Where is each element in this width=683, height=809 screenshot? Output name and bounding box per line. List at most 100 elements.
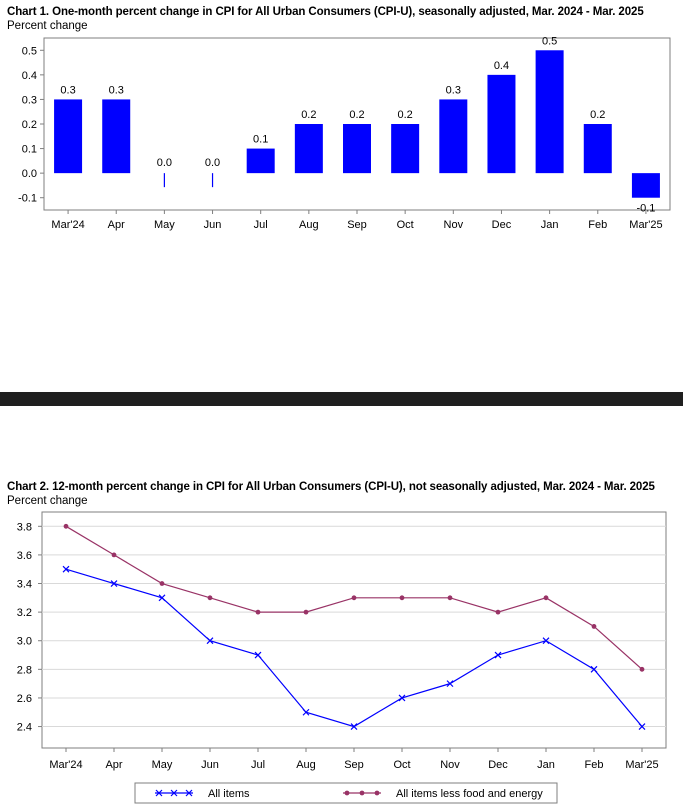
- chart1-bar: [535, 50, 564, 174]
- chart2-data-point: [158, 594, 166, 602]
- chart1-y-tick-label: 0.3: [22, 94, 37, 106]
- chart1-y-axis-label: Percent change: [7, 20, 88, 32]
- chart1-x-tick-label: Mar'24: [51, 219, 84, 231]
- chart2-y-tick-label: 2.6: [17, 693, 32, 705]
- chart2-data-point: [542, 637, 550, 645]
- chart2-data-point: [494, 651, 502, 659]
- chart1-data-label: 0.5: [542, 35, 557, 47]
- chart2-data-point: [447, 595, 453, 601]
- chart2-data-point: [111, 552, 117, 558]
- chart2-data-point: [62, 565, 70, 573]
- chart1-x-tick-label: Feb: [588, 219, 607, 231]
- chart2-data-point: [63, 523, 69, 529]
- chart1-data-label: 0.2: [301, 109, 316, 121]
- chart1-data-label: 0.0: [205, 157, 220, 169]
- chart2-x-tick-label: Aug: [296, 759, 316, 771]
- chart2-data-point: [351, 595, 357, 601]
- chart1-x-tick-label: Mar'25: [629, 219, 662, 231]
- chart1-data-label: 0.1: [253, 134, 268, 146]
- chart2-y-axis-label: Percent change: [7, 495, 88, 507]
- chart1-x-tick-label: Nov: [444, 219, 464, 231]
- legend-swatch-marker: [374, 790, 380, 796]
- chart2-data-point: [495, 609, 501, 615]
- chart2-x-tick-label: Dec: [488, 759, 508, 771]
- chart2-data-point: [254, 651, 262, 659]
- chart2-data-point: [110, 580, 118, 587]
- chart1-data-label: 0.3: [446, 84, 461, 96]
- chart2-y-tick-label: 3.0: [17, 636, 32, 648]
- chart1-bar: [487, 74, 516, 174]
- chart1-bar: [102, 99, 131, 174]
- chart1-x-tick-label: Aug: [299, 219, 319, 231]
- chart1-y-tick-label: 0.5: [22, 45, 37, 57]
- chart1-y-tick-label: 0.0: [22, 168, 37, 180]
- chart1-x-tick-label: Dec: [492, 219, 512, 231]
- section-divider: [0, 392, 683, 406]
- chart1-bar: [631, 173, 660, 198]
- chart2-data-point: [255, 609, 261, 615]
- chart1-y-tick-label: 0.1: [22, 144, 37, 156]
- chart2-y-tick-label: 3.4: [17, 579, 32, 591]
- chart1-data-label: 0.4: [494, 60, 509, 72]
- legend-swatch-marker: [155, 789, 163, 797]
- chart1-x-tick-label: May: [154, 219, 175, 231]
- chart1-bar: [246, 148, 275, 174]
- chart2-x-tick-label: Mar'24: [49, 759, 82, 771]
- chart1-y-tick-label: 0.4: [22, 70, 37, 82]
- legend-label: All items less food and energy: [396, 788, 543, 800]
- chart1-x-tick-label: Oct: [397, 219, 414, 231]
- chart2-data-point: [398, 694, 406, 702]
- chart1-bar-chart: 0.5 0.4 0.3 0.2 0.1 0.0 -0.1 0.3 Mar'24 0.3 Apr 0.0…: [18, 35, 671, 231]
- chart1-data-label: 0.3: [109, 84, 124, 96]
- chart1-x-tick-label: Sep: [347, 219, 367, 231]
- chart1-x-tick-label: Jul: [254, 219, 268, 231]
- legend-swatch-marker: [170, 789, 178, 797]
- chart1-title: Chart 1. One-month percent change in CPI…: [7, 6, 644, 18]
- legend-swatch-marker: [185, 789, 193, 797]
- chart2-data-point: [399, 595, 405, 601]
- legend-label: All items: [208, 788, 250, 800]
- chart2-y-tick-label: 3.2: [17, 607, 32, 619]
- chart2-y-tick-label: 2.8: [17, 664, 32, 676]
- chart2-data-point: [590, 665, 598, 673]
- chart2-plot-area: [41, 511, 667, 749]
- chart2-data-point: [350, 723, 358, 730]
- chart1-data-label: 0.2: [349, 109, 364, 121]
- chart2-data-point: [638, 723, 646, 730]
- chart1-data-label: 0.2: [590, 109, 605, 121]
- chart2-data-point: [639, 666, 645, 672]
- chart1-x-tick-label: Apr: [108, 219, 125, 231]
- chart1-bar: [391, 124, 420, 174]
- chart1-y-tick-label: 0.2: [22, 119, 37, 131]
- chart2-x-tick-label: Apr: [105, 759, 122, 771]
- chart1-x-tick-label: Jun: [204, 219, 222, 231]
- chart1-bar: [294, 124, 323, 174]
- chart1-data-label: 0.2: [398, 109, 413, 121]
- legend-swatch-marker: [344, 790, 350, 796]
- chart2-y-tick-label: 3.6: [17, 550, 32, 562]
- chart1-y-tick-label: -0.1: [18, 193, 37, 205]
- chart1-data-label: -0.1: [636, 203, 655, 215]
- chart1-data-label: 0.3: [60, 84, 75, 96]
- chart2-x-tick-label: Oct: [393, 759, 410, 771]
- chart2-x-tick-label: Jul: [251, 759, 265, 771]
- chart2-x-tick-label: Sep: [344, 759, 364, 771]
- chart2-data-point: [591, 624, 597, 629]
- chart1-bar: [343, 124, 371, 174]
- chart1-bar: [54, 99, 83, 174]
- chart2-x-tick-label: Jun: [201, 759, 219, 771]
- chart2-title: Chart 2. 12-month percent change in CPI …: [7, 481, 655, 493]
- chart2-data-point: [207, 595, 213, 601]
- chart2-series-line: [65, 568, 643, 728]
- chart2-y-tick-label: 2.4: [17, 722, 32, 734]
- chart2-x-tick-label: Feb: [585, 759, 604, 771]
- chart2-x-tick-label: Jan: [537, 759, 555, 771]
- chart2-data-point: [302, 708, 310, 716]
- chart1-bar: [439, 99, 468, 174]
- chart2-data-point: [543, 595, 549, 601]
- chart2-x-tick-label: Mar'25: [625, 759, 658, 771]
- chart2-data-point: [303, 609, 309, 615]
- chart1-data-label: 0.0: [157, 157, 172, 169]
- chart1-x-tick-label: Jan: [541, 219, 559, 231]
- chart2-x-tick-label: May: [152, 759, 173, 771]
